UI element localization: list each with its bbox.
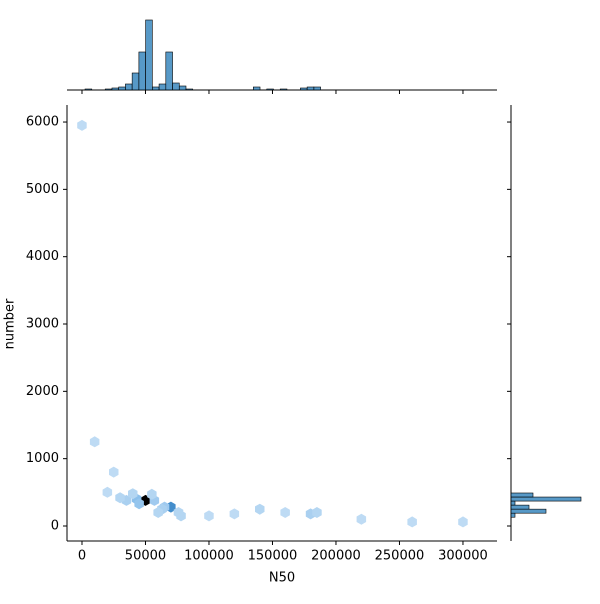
y-axis-label: number [3, 298, 18, 349]
hex-cell [77, 119, 87, 131]
hist-bar [158, 83, 167, 91]
x-tick-label: 300000 [438, 549, 488, 564]
hex-cell [115, 492, 125, 504]
y-tick-label: 3000 [26, 317, 59, 332]
x-tick-label: 150000 [248, 549, 298, 564]
hist-bar [118, 86, 126, 91]
hist-bar [300, 87, 308, 91]
hist-bar [172, 82, 180, 91]
hist-bar [510, 500, 516, 506]
hist-bar [131, 72, 140, 91]
hex-cell [407, 516, 417, 528]
hist-bar [279, 88, 288, 91]
x-tick-label: 200000 [311, 549, 361, 564]
hex-cell [312, 507, 322, 518]
x-tick-label: 100000 [184, 549, 234, 564]
hist-bar [266, 88, 274, 91]
hex-cell [147, 488, 157, 500]
hex-cell [280, 507, 290, 518]
hist-bar [510, 492, 534, 498]
hist-bar [152, 86, 160, 91]
hist-bar [111, 87, 119, 91]
hex-cell [134, 498, 144, 510]
hist-bar [510, 504, 530, 510]
x-tick-label: 0 [78, 549, 86, 564]
y-tick-label: 1000 [26, 451, 59, 466]
hex-cell [458, 516, 468, 528]
hist-bar [252, 86, 261, 91]
y-tick-label: 6000 [26, 115, 59, 130]
hex-cell [356, 513, 367, 525]
hist-bar [165, 51, 173, 91]
y-tick-label: 0 [51, 518, 59, 533]
hex-cell [102, 486, 113, 498]
hex-cell [229, 508, 240, 520]
hex-cell [255, 503, 265, 515]
hex-cell [128, 488, 138, 500]
hist-bar [510, 508, 547, 514]
hist-bar [84, 88, 93, 91]
y-tick-label: 5000 [26, 182, 59, 197]
hex-cell [109, 466, 119, 478]
hex-cell [176, 510, 186, 522]
hex-cell [204, 510, 214, 522]
y-tick-label: 4000 [26, 249, 59, 264]
hist-bar [306, 86, 315, 91]
hist-bar [313, 86, 321, 91]
hist-bar [510, 512, 516, 518]
hex-cell [153, 507, 163, 518]
hist-bar [125, 83, 133, 91]
hist-bar [145, 19, 153, 91]
hist-bar [104, 88, 113, 91]
hex-cell [89, 436, 100, 448]
hist-bar [510, 496, 582, 502]
x-tick-label: 50000 [125, 549, 166, 564]
x-tick-label: 250000 [375, 549, 425, 564]
x-axis-label: N50 [269, 571, 295, 586]
hist-bar [138, 51, 146, 91]
y-tick-label: 2000 [26, 384, 59, 399]
hist-bar [185, 88, 194, 91]
hist-bar [178, 85, 187, 91]
